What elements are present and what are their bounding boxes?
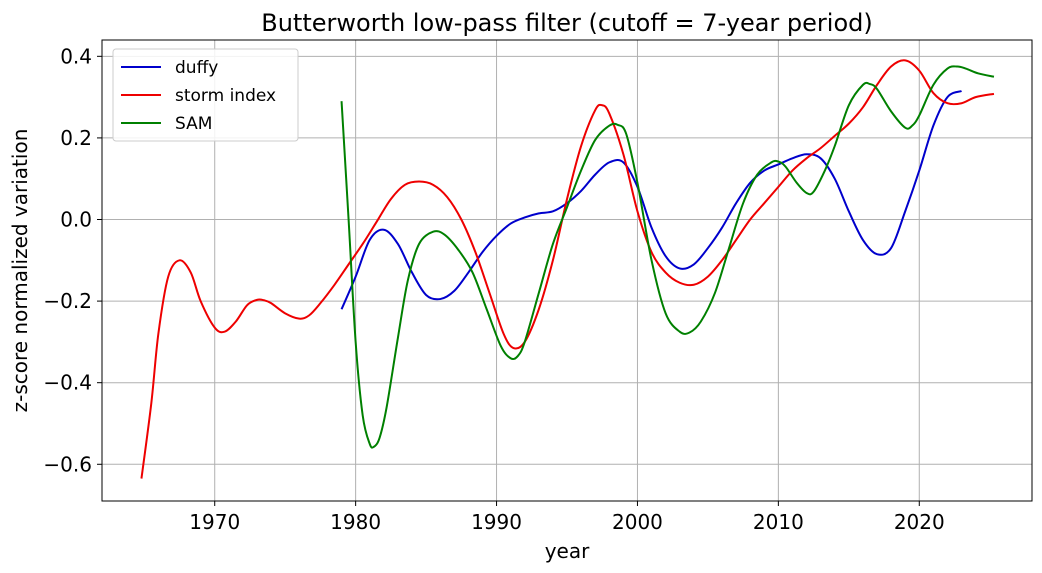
legend-box [112,48,299,142]
y-tick-label: −0.2 [43,289,92,313]
y-tick-label: 0.4 [60,44,92,68]
x-tick-label: 2020 [894,510,945,534]
chart-title: Butterworth low-pass filter (cutoff = 7-… [261,9,873,37]
series-line-storm-index [140,59,995,479]
plot-area [140,59,995,479]
x-tick-label: 1980 [330,510,381,534]
y-tick-label: −0.4 [43,371,92,395]
x-tick-label: 1970 [189,510,240,534]
grid [102,40,1032,501]
legend-label: storm index [175,86,276,106]
x-tick-label: 2000 [612,510,663,534]
legend: duffy storm index SAM [112,48,299,142]
legend-label: SAM [175,114,212,134]
y-tick-label: 0.2 [60,126,92,150]
x-axis-label: year [545,539,590,563]
series-line-SAM [340,65,995,449]
y-tick-label: −0.6 [43,452,92,476]
x-axis: 1970 1980 1990 2000 2010 2020 [189,501,945,534]
y-axis-label: z-score normalized variation [8,129,32,413]
series-line-duffy [340,90,962,310]
y-axis: −0.6 −0.4 −0.2 0.0 0.2 0.4 [43,44,102,476]
x-tick-label: 1990 [471,510,522,534]
plot-frame [101,39,1033,502]
legend-label: duffy [175,58,218,78]
y-tick-label: 0.0 [60,208,92,232]
x-tick-label: 2010 [753,510,804,534]
